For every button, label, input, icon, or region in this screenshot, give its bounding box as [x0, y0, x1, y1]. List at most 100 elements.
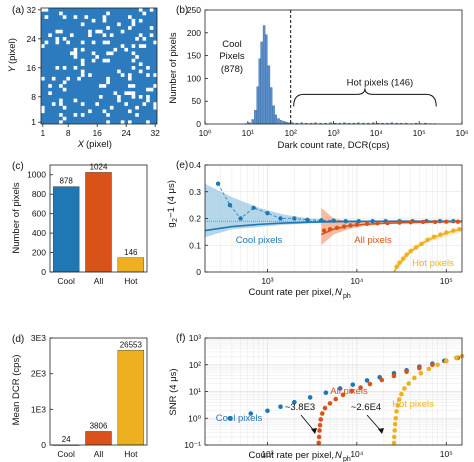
y-tick-label: 16 — [27, 63, 37, 73]
hot-pixel-cell — [48, 91, 52, 95]
data-point — [248, 411, 254, 416]
y-tick-label: 100 — [187, 73, 201, 83]
y-tick-label: 200 — [32, 248, 46, 258]
hot-pixel-cell — [135, 105, 139, 110]
data-point — [404, 252, 409, 257]
hot-pixel-cell — [91, 51, 96, 56]
hot-pixel-cell — [84, 15, 89, 19]
data-point — [426, 366, 432, 372]
legend-hot-pixels: Hot pixels — [392, 399, 434, 410]
hot-pixel-cell — [95, 55, 99, 59]
hot-pixel-cell — [128, 15, 132, 19]
data-point — [358, 385, 363, 390]
y-tick-label: 800 — [32, 189, 46, 199]
hot-pixel-cell — [59, 29, 63, 34]
hot-pixel-cell — [88, 109, 92, 114]
bar-value-label: 878 — [59, 177, 73, 186]
hot-annotation: Hot pixels (146) — [347, 77, 414, 88]
data-point — [444, 230, 449, 235]
x-tick-label: 10⁵ — [440, 276, 453, 286]
bar-value-label: 26553 — [120, 340, 143, 349]
x-tick-label: Hot — [124, 276, 138, 286]
data-point — [364, 378, 370, 383]
hot-pixel-cell — [124, 102, 128, 106]
hot-pixel-cell — [142, 102, 147, 106]
hot-pixel-cell — [59, 113, 63, 117]
hot-pixel-cell — [128, 84, 132, 88]
y-tick-label: 200 — [187, 28, 201, 38]
y-tick-label: 50 — [192, 96, 202, 106]
hot-pixel-cell — [73, 15, 78, 19]
data-point — [394, 409, 399, 414]
data-point — [425, 237, 430, 243]
bar-value-label: 24 — [62, 435, 71, 444]
hot-pixel-cell — [153, 84, 157, 88]
histogram-bar — [269, 87, 273, 125]
hot-pixel-cell — [102, 109, 107, 114]
x-tick-label: Cool — [57, 276, 75, 286]
hot-pixel-cell — [138, 33, 143, 37]
hot-pixel-cell — [80, 62, 85, 66]
y-tick-label: 3E3 — [31, 333, 46, 343]
hot-pixel-cell — [73, 113, 78, 117]
hot-pixel-cell — [113, 91, 118, 95]
y-tick-label: 10⁻¹ — [184, 440, 201, 450]
x-tick-label: 10⁰ — [199, 128, 212, 138]
data-point — [356, 218, 361, 224]
hot-pixel-cell — [135, 113, 139, 117]
data-point — [420, 219, 426, 225]
hot-pixel-cell — [55, 37, 60, 41]
x-axis-label-var: N — [335, 287, 342, 298]
data-point — [319, 218, 324, 223]
x-axis-label-prefix: Count rate per pixel, — [248, 287, 334, 298]
y-axis-label-var: Y — [7, 65, 18, 72]
y-tick-label: 2E3 — [31, 369, 46, 379]
data-point — [333, 396, 339, 402]
data-point — [323, 390, 329, 396]
data-point — [265, 210, 270, 216]
legend-cool-pixels: Cool pixels — [216, 413, 263, 424]
legend-all-pixels: All pixels — [354, 235, 392, 246]
bar-all — [85, 172, 112, 273]
data-point — [413, 245, 419, 250]
hot-pixel-cell — [131, 66, 136, 70]
data-point — [278, 404, 283, 410]
data-point — [430, 362, 435, 368]
x-tick-label: 10¹ — [242, 128, 254, 138]
data-point — [370, 218, 375, 224]
hot-pixel-cell — [51, 76, 56, 81]
data-point — [331, 218, 336, 223]
hot-pixel-cell — [131, 58, 136, 63]
annotation-arrowhead — [311, 428, 317, 434]
y-tick-label: 0 — [196, 267, 201, 277]
hot-pixel-cell — [77, 76, 81, 81]
data-point — [375, 221, 380, 226]
hot-pixel-cell — [102, 33, 107, 37]
annotation-arrowhead — [378, 428, 384, 434]
hot-pixel-cell — [62, 105, 67, 110]
data-point — [385, 220, 390, 226]
data-point — [334, 225, 340, 231]
hot-pixel-cell — [51, 102, 56, 106]
data-point — [443, 358, 449, 364]
hot-pixel-cell — [106, 113, 110, 117]
panel-label: (a) — [12, 5, 24, 16]
panel-label: (f) — [176, 333, 185, 344]
hot-pixel-cell — [131, 84, 136, 88]
hot-pixel-cell — [149, 33, 154, 37]
histogram-bar — [274, 114, 278, 125]
data-point — [404, 369, 409, 374]
hot-pixel-cell — [153, 40, 157, 45]
data-point — [444, 219, 449, 224]
hot-pixel-cell — [62, 66, 67, 70]
hot-pixel-cell — [91, 58, 96, 63]
hot-pixel-cell — [106, 51, 110, 56]
data-point — [343, 218, 348, 224]
hot-pixel-cell — [102, 18, 107, 23]
hot-pixel-cell — [131, 22, 136, 27]
data-point — [397, 260, 402, 265]
x-tick-label: 10³ — [261, 276, 273, 286]
hot-pixel-cell — [149, 26, 154, 30]
y-tick-label: 600 — [32, 209, 46, 219]
